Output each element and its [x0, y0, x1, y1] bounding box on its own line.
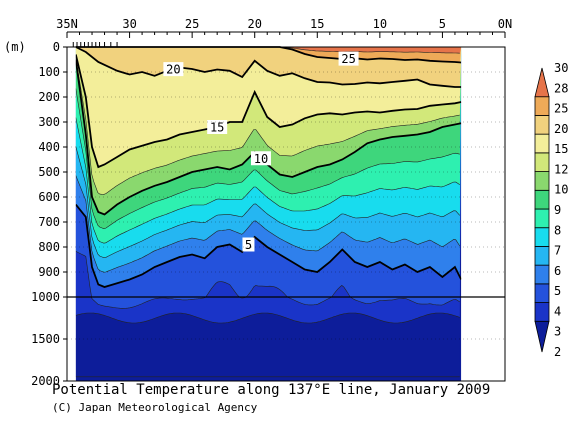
plot-frame [66, 46, 506, 382]
isotherm-label-bg-25 [338, 51, 359, 66]
y-tick-label-600: 600 [38, 190, 60, 204]
legend-swatch-2 [534, 283, 550, 303]
legend-swatch-4 [534, 246, 550, 266]
x-tick-label-30: 30 [122, 17, 136, 31]
x-tick-label-5: 5 [439, 17, 446, 31]
isotherm-label-10: 10 [254, 152, 268, 166]
y-tick-label-200: 200 [38, 90, 60, 104]
contour-3 [75, 312, 460, 324]
legend-label-6: 6 [554, 264, 561, 278]
legend-swatch-9 [534, 152, 550, 172]
legend-swatch-5 [534, 227, 550, 247]
contour-8 [75, 117, 460, 244]
legend-swatch-10 [534, 133, 550, 154]
x-tick-label-0: 0N [498, 17, 512, 31]
isotherm-label-25: 25 [341, 52, 355, 66]
chart-title: Potential Temperature along 137°E line, … [52, 382, 491, 398]
legend-swatch-8 [534, 171, 550, 191]
isotherm-layer [74, 46, 463, 378]
legend-label-12: 12 [554, 162, 568, 176]
x-tick-label-35: 35N [56, 17, 78, 31]
y-tick-label-900: 900 [38, 265, 60, 279]
y-tick-label-1500: 1500 [31, 332, 60, 346]
x-tick-label-10: 10 [373, 17, 387, 31]
legend-swatch-3 [534, 264, 550, 285]
legend-label-2: 2 [554, 345, 561, 359]
legend-label-15: 15 [554, 142, 568, 156]
isotherm-label-bg-20 [163, 62, 184, 77]
color-legend: 30 28 25 20 15 12 10 9 8 7 6 5 4 3 2 [534, 61, 568, 359]
y-tick-label-500: 500 [38, 165, 60, 179]
legend-label-3: 3 [554, 325, 561, 339]
isotherm-15 [74, 54, 462, 169]
y-tick-label-2000: 2000 [31, 374, 60, 388]
isotherm-label-bg-5 [242, 237, 255, 252]
nodata-north [67, 47, 76, 381]
isotherm-label-15: 15 [210, 121, 224, 135]
x-tick-label-25: 25 [185, 17, 199, 31]
legend-swatch-7 [534, 189, 550, 210]
contour-4 [75, 251, 460, 309]
legend-label-10: 10 [554, 183, 568, 197]
isotherm-label-20: 20 [166, 63, 180, 77]
isotherm-label-bg-10 [250, 151, 271, 166]
y-tick-label-700: 700 [38, 215, 60, 229]
contour-6 [75, 175, 461, 273]
legend-label-28: 28 [554, 81, 568, 95]
nodata-south [461, 47, 505, 381]
legend-swatch-0 [534, 320, 550, 353]
legend-swatch-13 [534, 67, 550, 98]
isotherm-5 [75, 203, 463, 288]
isotherm-label-layer: 25 20 15 10 5 [163, 51, 359, 252]
legend-swatch-12 [534, 96, 550, 116]
legend-label-4: 4 [554, 304, 561, 318]
y-tick-label-800: 800 [38, 240, 60, 254]
contour-12 [75, 57, 460, 195]
y-tick-label-0: 0 [53, 40, 60, 54]
y-tick-label-300: 300 [38, 115, 60, 129]
legend-label-5: 5 [554, 284, 561, 298]
axes-layer: 0 100 200 300 400 500 600 700 800 900 1000 1500 2000… [4, 17, 512, 388]
chart-credit: (C) Japan Meteorological Agency [52, 401, 258, 414]
y-axis-label: (m) [4, 40, 26, 54]
legend-label-20: 20 [554, 122, 568, 136]
legend-label-7: 7 [554, 244, 561, 258]
legend-swatch-1 [534, 302, 550, 322]
y-tick-label-400: 400 [38, 140, 60, 154]
temperature-fill-layer [75, 47, 462, 381]
legend-swatch-11 [534, 115, 550, 135]
legend-label-9: 9 [554, 203, 561, 217]
x-tick-label-20: 20 [247, 17, 261, 31]
x-tick-label-15: 15 [310, 17, 324, 31]
isotherm-20 [75, 46, 462, 88]
contour-9 [75, 88, 460, 230]
y-tick-label-1000: 1000 [31, 290, 60, 304]
contour-7 [75, 146, 461, 259]
legend-label-30: 30 [554, 61, 568, 75]
legend-label-8: 8 [554, 223, 561, 237]
y-tick-label-100: 100 [38, 65, 60, 79]
legend-label-25: 25 [554, 102, 568, 116]
isotherm-label-5: 5 [245, 238, 252, 252]
legend-swatch-6 [534, 208, 550, 229]
isotherm-label-bg-15 [207, 120, 228, 134]
